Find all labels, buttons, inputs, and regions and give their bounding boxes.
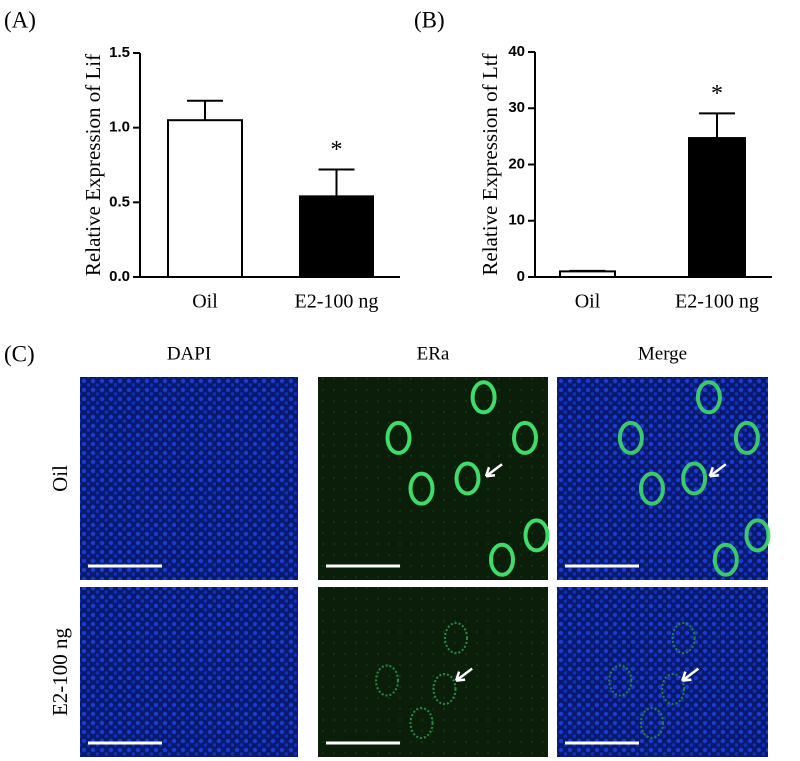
y-tick-label: 0.0 — [109, 268, 130, 285]
y-tick-label: 20 — [508, 155, 525, 172]
y-tick-label: 1.0 — [109, 119, 130, 136]
gland — [512, 420, 538, 455]
annotation: * — [331, 137, 343, 163]
gland — [385, 420, 412, 455]
micrograph — [80, 587, 298, 757]
gland — [489, 542, 515, 577]
x-tick-label: E2-100 ng — [295, 291, 379, 313]
x-tick-label: Oil — [575, 291, 601, 313]
arrow — [681, 667, 700, 682]
gland — [695, 380, 722, 415]
panel-label: (A) — [4, 7, 36, 32]
gland — [608, 664, 633, 697]
y-axis-label: Relative Expression of Ltf — [478, 53, 502, 275]
gland — [523, 518, 550, 553]
panel-label: (C) — [4, 341, 35, 366]
micrograph — [80, 377, 298, 580]
gland — [432, 673, 457, 705]
micrographs — [80, 377, 771, 757]
bar — [559, 270, 616, 278]
micrograph — [557, 377, 768, 580]
gland — [639, 707, 664, 739]
x-tick-label: Oil — [192, 291, 218, 313]
y-tick-label: 10 — [508, 212, 525, 229]
bar — [167, 119, 243, 278]
x-tick-label: E2-100 ng — [675, 291, 759, 313]
gland — [408, 471, 435, 506]
y-tick-label: 0.5 — [109, 193, 130, 210]
y-tick-label: 0 — [517, 268, 525, 285]
y-tick-label: 1.5 — [109, 44, 130, 61]
gland — [454, 461, 481, 496]
gland — [638, 471, 665, 506]
panel-label: (B) — [414, 7, 445, 32]
arrow — [484, 463, 503, 478]
gland — [733, 420, 760, 455]
gland — [744, 518, 771, 553]
column-header: ERa — [417, 343, 450, 364]
gland — [661, 673, 686, 705]
micrograph — [557, 587, 768, 757]
column-header: Merge — [638, 343, 687, 364]
micrograph — [318, 587, 548, 757]
arrow — [454, 667, 473, 682]
y-tick-label: 40 — [508, 43, 525, 60]
column-header: DAPI — [167, 343, 211, 364]
y-tick-label: 30 — [508, 99, 525, 116]
gland — [617, 420, 644, 455]
gland — [444, 622, 468, 654]
micrograph — [318, 377, 548, 580]
annotation: * — [711, 81, 723, 107]
arrow — [708, 463, 727, 478]
gland — [470, 380, 497, 415]
gland — [671, 622, 696, 654]
gland — [375, 664, 399, 697]
gland — [712, 542, 739, 577]
y-axis-label: Relative Expression of Lif — [81, 54, 105, 276]
bar — [299, 195, 374, 278]
gland — [681, 461, 708, 496]
gland — [409, 707, 434, 739]
bar — [688, 137, 746, 278]
row-label: E2-100 ng — [48, 627, 72, 716]
row-label: Oil — [48, 465, 72, 492]
